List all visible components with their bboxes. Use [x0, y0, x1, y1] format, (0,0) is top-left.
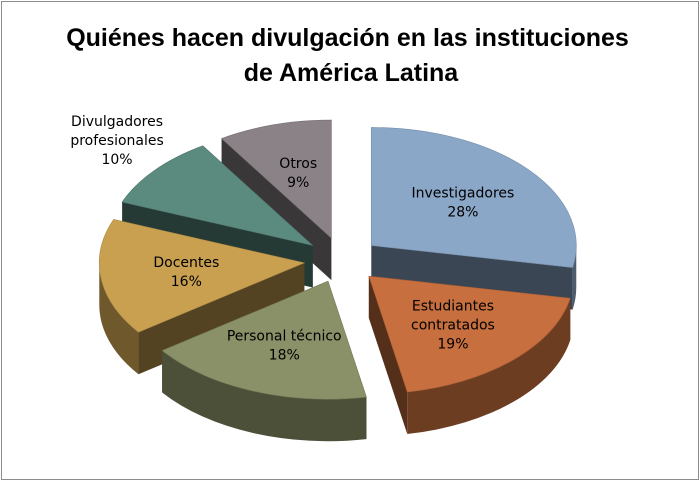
- slice-4-label-line-1: profesionales: [70, 133, 163, 149]
- slice-3-label: Docentes 16%: [153, 255, 219, 290]
- slice-5-top: [220, 119, 332, 239]
- slice-5-label: Otros 9%: [279, 156, 317, 191]
- slice-0-side-0: [572, 245, 577, 310]
- slice-1-wall-1: [368, 276, 408, 435]
- slice-1-side-0: [407, 298, 571, 435]
- pie-slices: [99, 119, 577, 442]
- slice-1-label-line-1: contratados: [411, 318, 495, 334]
- slice-4-label: Divulgadores profesionales 10%: [70, 114, 163, 168]
- slice-4-top: [121, 145, 314, 247]
- slice-2-top: [161, 280, 367, 400]
- slice-3-top: [99, 219, 306, 333]
- slice-3-value-label: 16%: [171, 274, 202, 290]
- slice-1: [368, 275, 571, 435]
- slice-3-label-line-0: Docentes: [153, 255, 219, 271]
- slice-2-label-line-0: Personal técnico: [227, 328, 342, 344]
- slice-2: [161, 280, 367, 442]
- slice-1-label-line-0: Estudiantes: [412, 299, 494, 315]
- slice-1-value-label: 19%: [437, 337, 468, 353]
- slice-2-value-label: 18%: [269, 347, 300, 363]
- chart-title-line-2: de América Latina: [244, 59, 460, 87]
- slice-0-label-line-0: Investigadores: [411, 185, 514, 201]
- slice-1-top: [368, 275, 571, 393]
- slice-4-label-line-0: Divulgadores: [71, 114, 163, 130]
- slice-2-side-0: [162, 350, 367, 442]
- chart-title-line-1: Quiénes hacen divulgación en las institu…: [66, 24, 629, 52]
- slice-3-side-0: [99, 262, 139, 375]
- slice-5-label-line-0: Otros: [279, 156, 317, 172]
- slice-0-label: Investigadores 28%: [411, 185, 514, 220]
- slice-4-value-label: 10%: [101, 152, 132, 168]
- slice-5-value-label: 9%: [287, 175, 309, 191]
- slice-0-value-label: 28%: [447, 204, 478, 220]
- chart-title: Quiénes hacen divulgación en las institu…: [66, 24, 636, 87]
- slice-2-label: Personal técnico 18%: [227, 328, 342, 363]
- slice-0-top: [370, 127, 577, 268]
- slice-labels: Investigadores 28% Estudiantes contratados 1…: [70, 114, 514, 363]
- slice-1-label: Estudiantes contratados 19%: [411, 299, 495, 353]
